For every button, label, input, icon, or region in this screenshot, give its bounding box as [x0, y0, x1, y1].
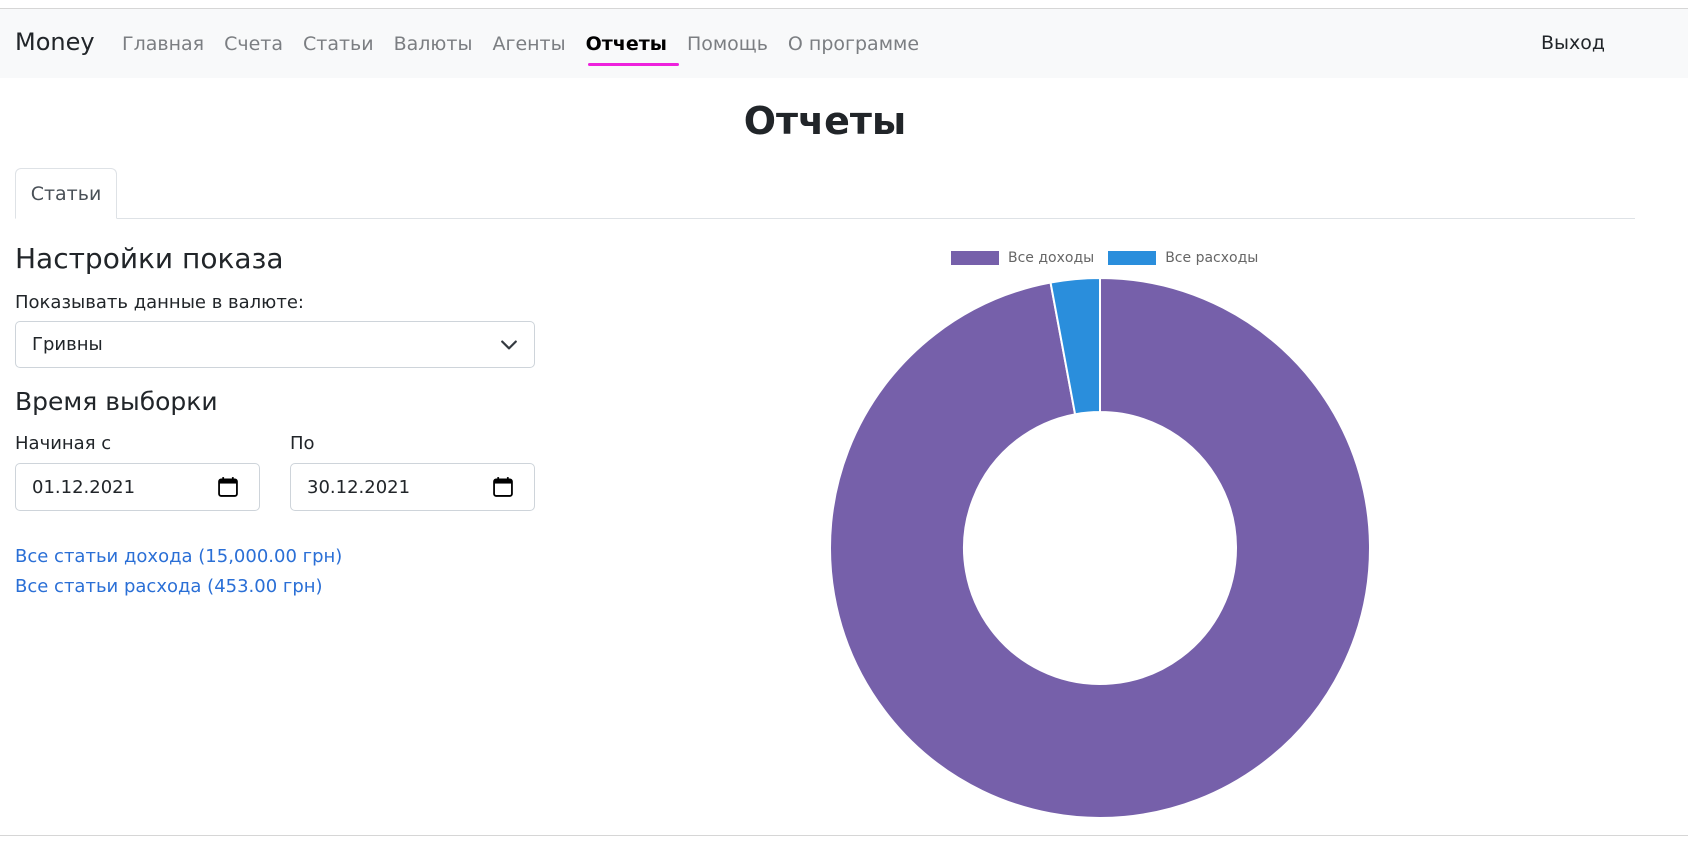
currency-label: Показывать данные в валюте: [15, 292, 304, 313]
window-bottom-border [0, 835, 1688, 836]
calendar-icon[interactable] [492, 476, 514, 498]
legend-label-expense: Все расходы [1165, 250, 1259, 266]
logout-link[interactable]: Выход [1541, 32, 1606, 54]
settings-heading: Настройки показа [15, 242, 284, 275]
nav-link-reports[interactable]: Отчеты [585, 32, 680, 66]
date-from-label: Начиная с [15, 433, 112, 454]
expense-items-link[interactable]: Все статьи расхода (453.00 грн) [15, 576, 323, 597]
nav-link-items[interactable]: Статьи [302, 32, 374, 55]
currency-select[interactable]: Гривны [15, 321, 535, 368]
nav-link-currencies[interactable]: Валюты [393, 32, 473, 55]
legend-label-income: Все доходы [1008, 250, 1095, 266]
legend-swatch-income [951, 251, 999, 265]
page-title: Отчеты [743, 99, 907, 143]
tabs-divider [15, 218, 1635, 219]
nav-link-help[interactable]: Помощь [686, 32, 768, 55]
legend-item-expense[interactable]: Все расходы [1108, 250, 1258, 266]
chevron-down-icon [501, 340, 517, 350]
brand-link[interactable]: Money [15, 28, 95, 56]
income-expense-doughnut-chart [830, 278, 1370, 818]
date-to-label: По [290, 433, 315, 454]
chart-legend: Все доходы Все расходы [951, 250, 1272, 266]
currency-select-value: Гривны [32, 334, 103, 355]
legend-swatch-expense [1108, 251, 1157, 265]
income-items-link[interactable]: Все статьи дохода (15,000.00 грн) [15, 546, 343, 567]
nav-link-accounts[interactable]: Счета [224, 32, 283, 55]
date-from-value: 01.12.2021 [32, 477, 136, 498]
navbar: Money Главная Счета Статьи Валюты Агенты… [0, 9, 1688, 78]
nav-link-about[interactable]: О программе [787, 32, 920, 55]
date-from-input[interactable]: 01.12.2021 [15, 463, 260, 511]
chart-slice-income[interactable] [830, 278, 1370, 818]
date-to-input[interactable]: 30.12.2021 [290, 463, 535, 511]
chart-slice-expense[interactable] [1049, 278, 1101, 416]
tab-items[interactable]: Статьи [15, 168, 117, 219]
calendar-icon[interactable] [217, 476, 239, 498]
nav-link-home[interactable]: Главная [122, 32, 205, 55]
period-heading: Время выборки [15, 387, 218, 416]
window-top-border [0, 0, 1688, 9]
nav-link-agents[interactable]: Агенты [492, 32, 566, 55]
legend-item-income[interactable]: Все доходы [951, 250, 1094, 266]
date-to-value: 30.12.2021 [307, 477, 411, 498]
nav-links: Главная Счета Статьи Валюты Агенты Отчет… [122, 9, 939, 78]
